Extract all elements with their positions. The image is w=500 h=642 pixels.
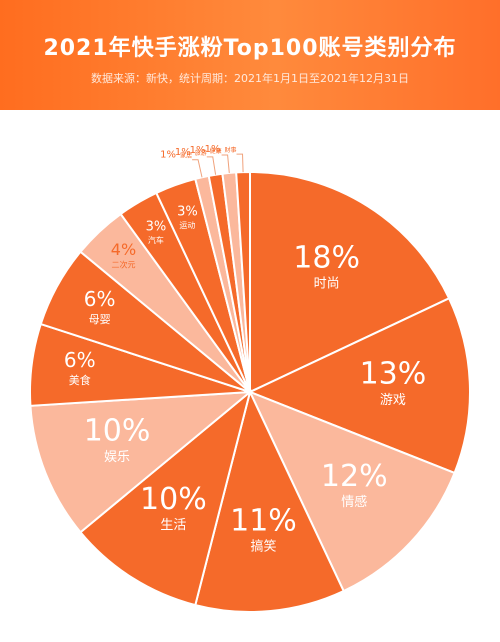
slice-category-label: 汽车 bbox=[148, 235, 164, 245]
slice-percent-label: 1% bbox=[205, 144, 221, 155]
slice-category-label: 母婴 bbox=[89, 313, 111, 326]
pie-labels: 18%时尚13%游戏12%情感11%搞笑10%生活10%娱乐6%美食6%母婴4%… bbox=[64, 144, 426, 554]
slice-category-label: 美食 bbox=[69, 373, 91, 387]
slice-percent-label: 1% bbox=[190, 145, 206, 156]
slice-category-label: 运动 bbox=[179, 220, 195, 230]
pie-slice bbox=[79, 389, 252, 607]
pie-slices bbox=[29, 170, 471, 613]
slice-percent-label: 13% bbox=[360, 357, 427, 392]
slice-category-label: 家居 bbox=[180, 152, 192, 160]
pie-chart-area: 18% 时尚 13% 游戏 12% 情感 11% 搞笑 10% 生活 10% 娱乐 6% 美食 6% 母婴 4%… bbox=[0, 110, 500, 638]
slice-percent-label: 1% bbox=[160, 150, 176, 161]
slice-percent-label: 3% bbox=[177, 205, 198, 220]
header-banner: 2021年快手涨粉Top100账号类别分布 数据来源：新快，统计周期：2021年… bbox=[0, 0, 500, 110]
slice-percent-label: 6% bbox=[64, 348, 96, 372]
leader-line bbox=[206, 156, 217, 175]
slice-percent-label: 3% bbox=[146, 220, 167, 235]
leader-line bbox=[236, 153, 244, 173]
pie-chart: 18%时尚13%游戏12%情感11%搞笑10%生活10%娱乐6%美食6%母婴4%… bbox=[29, 144, 471, 613]
slice-percent-label: 12% bbox=[321, 459, 388, 494]
slice-category-label: 旅游 bbox=[195, 149, 207, 157]
slice-percent-label: 18% bbox=[293, 240, 360, 275]
slice-category-label: 搞笑 bbox=[250, 539, 276, 555]
slice-percent-label: 10% bbox=[84, 414, 151, 449]
chart-subtitle: 数据来源：新快，统计周期：2021年1月1日至2021年12月31日 bbox=[91, 72, 409, 85]
leader-line bbox=[221, 154, 230, 174]
slice-category-label: 时尚 bbox=[314, 277, 340, 292]
slice-category-label: 娱乐 bbox=[104, 450, 130, 465]
slice-category-label: 情感 bbox=[341, 494, 367, 510]
slice-category-label: 二次元 bbox=[111, 259, 135, 269]
pie-slice bbox=[247, 296, 471, 475]
slice-percent-label: 11% bbox=[230, 503, 297, 538]
slice-category-label: 健康 bbox=[210, 147, 222, 155]
slice-percent-label: 6% bbox=[84, 287, 116, 311]
pie-slice bbox=[249, 170, 451, 394]
pie-slice bbox=[29, 390, 254, 534]
leader-line bbox=[192, 159, 203, 178]
slice-percent-label: 1% bbox=[175, 147, 191, 158]
slice-percent-label: 4% bbox=[111, 240, 136, 259]
slice-category-label: 财事 bbox=[225, 146, 237, 154]
slice-percent-label: 10% bbox=[140, 482, 207, 517]
pie-slice bbox=[248, 390, 456, 593]
pie-slice bbox=[194, 389, 346, 613]
slice-category-label: 生活 bbox=[160, 518, 186, 533]
slice-category-label: 游戏 bbox=[380, 393, 406, 408]
chart-title: 2021年快手涨粉Top100账号类别分布 bbox=[43, 36, 457, 61]
